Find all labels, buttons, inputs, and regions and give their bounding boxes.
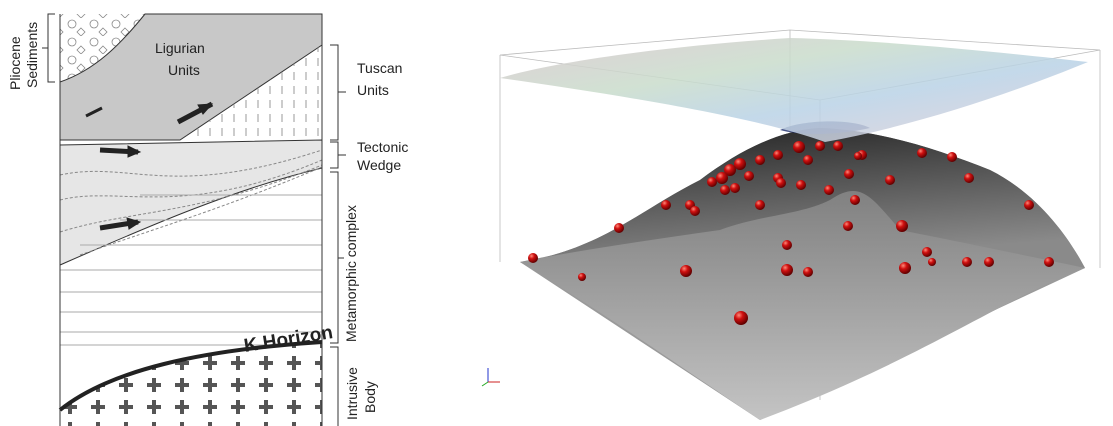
tuscan-label: Tuscan — [357, 60, 402, 76]
axis-glyph — [482, 368, 500, 386]
sample-point — [578, 273, 586, 281]
sample-point — [844, 169, 854, 179]
sample-point — [824, 185, 834, 195]
sample-point — [854, 152, 862, 160]
pliocene-label: Sediments — [24, 22, 40, 88]
sample-point — [917, 148, 927, 158]
ligurian-label: Units — [168, 62, 200, 78]
surface-model — [482, 30, 1100, 420]
sample-point — [773, 150, 783, 160]
sample-point — [755, 155, 765, 165]
wedge-label: Wedge — [357, 157, 401, 173]
sample-point — [614, 223, 624, 233]
sample-point — [885, 175, 895, 185]
sample-point — [776, 178, 786, 188]
sample-point — [707, 177, 717, 187]
sample-point — [964, 173, 974, 183]
sample-point — [833, 141, 843, 151]
figure: Ligurian Units K Horizon Pliocene Sedime… — [0, 0, 1113, 426]
sample-point — [690, 206, 700, 216]
sample-point — [730, 183, 740, 193]
sample-point — [984, 257, 994, 267]
sample-point — [755, 200, 765, 210]
pliocene-label: Pliocene — [7, 36, 23, 90]
sample-point — [744, 171, 754, 181]
sample-point — [734, 311, 748, 325]
sample-point — [680, 265, 692, 277]
sample-point — [896, 220, 908, 232]
sample-point — [734, 158, 746, 170]
sample-point — [815, 141, 825, 151]
plane — [500, 38, 1088, 142]
metamorphic-label: Metamorphic complex — [343, 205, 359, 342]
sample-point — [928, 258, 936, 266]
sample-point — [843, 221, 853, 231]
sample-point — [962, 257, 972, 267]
sample-point — [793, 141, 805, 153]
sample-point — [803, 155, 813, 165]
ligurian-label: Ligurian — [155, 40, 205, 56]
sample-point — [899, 262, 911, 274]
cross-section: Ligurian Units K Horizon — [60, 14, 334, 426]
sample-point — [720, 185, 730, 195]
sample-point — [528, 253, 538, 263]
tuscan-label: Units — [357, 82, 389, 98]
sample-point — [661, 200, 671, 210]
sample-point — [1024, 200, 1034, 210]
intrusive-label: Intrusive — [344, 367, 360, 420]
sample-point — [922, 247, 932, 257]
sample-point — [781, 264, 793, 276]
sample-point — [1044, 257, 1054, 267]
sample-point — [782, 240, 792, 250]
sample-point — [850, 195, 860, 205]
wedge-label: Tectonic — [357, 139, 408, 155]
sample-point — [716, 172, 728, 184]
sample-point — [796, 180, 806, 190]
sample-point — [803, 267, 813, 277]
sample-point — [947, 152, 957, 162]
intrusive-label: Body — [362, 381, 378, 413]
